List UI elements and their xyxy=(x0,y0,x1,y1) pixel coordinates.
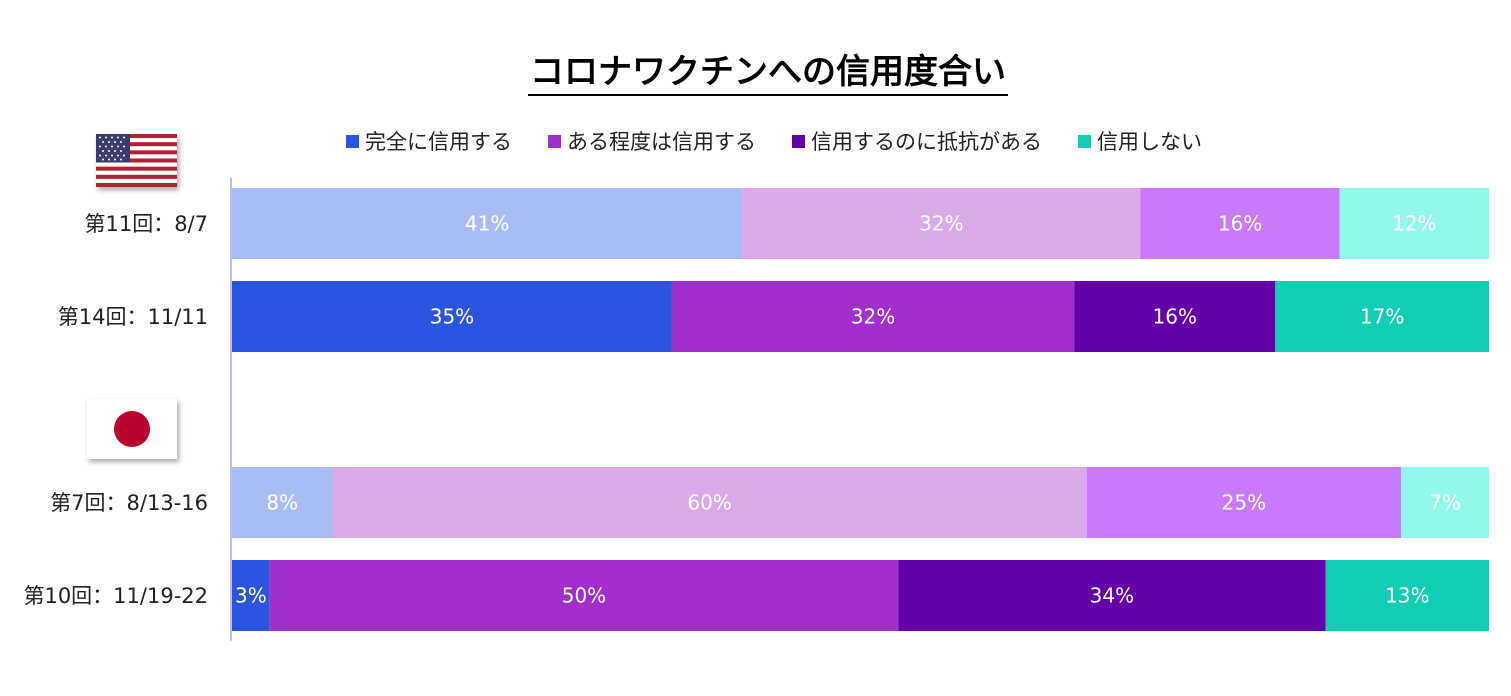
us-flag-icon xyxy=(96,134,177,187)
data-label: 32% xyxy=(851,305,895,329)
data-label: 3% xyxy=(235,584,267,608)
bar-segment xyxy=(1401,467,1489,538)
data-label: 8% xyxy=(266,491,298,515)
legend-swatch xyxy=(792,134,805,148)
data-label: 7% xyxy=(1429,491,1461,515)
legend-item-some-trust: ある程度は信用する xyxy=(548,126,756,156)
bar-segment xyxy=(1140,188,1340,259)
legend-label: 完全に信用する xyxy=(365,130,512,154)
data-label: 60% xyxy=(687,491,731,515)
data-label: 13% xyxy=(1385,584,1429,608)
data-label: 16% xyxy=(1218,212,1262,236)
bar-segment xyxy=(671,281,1075,352)
legend-label: 信用しない xyxy=(1097,130,1202,154)
row-label: 第11回：8/7 xyxy=(84,212,208,236)
bar-segment xyxy=(269,560,899,631)
bar-segment xyxy=(742,188,1141,259)
data-label: 41% xyxy=(465,212,509,236)
data-label: 35% xyxy=(430,305,474,329)
bar-segment xyxy=(232,281,672,352)
legend-swatch xyxy=(346,134,359,148)
bar-segment xyxy=(1325,560,1489,631)
data-label: 12% xyxy=(1392,212,1436,236)
bar-segment xyxy=(332,467,1087,538)
data-label: 34% xyxy=(1090,584,1134,608)
legend-label: 信用するのに抵抗がある xyxy=(811,130,1042,154)
legend-label: ある程度は信用する xyxy=(567,130,756,154)
jp-flag-icon xyxy=(87,399,177,459)
legend-swatch xyxy=(548,134,561,148)
row-label: 第14回：11/11 xyxy=(57,305,208,329)
data-label: 32% xyxy=(919,212,963,236)
legend-item-full-trust: 完全に信用する xyxy=(346,126,512,156)
row-label: 第10回：11/19-22 xyxy=(23,584,208,608)
data-label: 25% xyxy=(1222,491,1266,515)
legend: 完全に信用する ある程度は信用する 信用するのに抵抗がある 信用しない xyxy=(346,126,1238,156)
bar-segment xyxy=(1275,281,1489,352)
bar-segment xyxy=(1074,281,1276,352)
bar-segment xyxy=(898,560,1326,631)
chart-title: コロナワクチンへの信用度合い xyxy=(0,44,1511,96)
bar-segment xyxy=(1086,467,1402,538)
data-label: 16% xyxy=(1153,305,1197,329)
legend-item-no-trust: 信用しない xyxy=(1078,126,1202,156)
bar-segment xyxy=(232,188,743,259)
bar-segment xyxy=(232,560,270,631)
row-label: 第7回：8/13-16 xyxy=(50,491,208,515)
legend-item-reluctant: 信用するのに抵抗がある xyxy=(792,126,1042,156)
legend-swatch xyxy=(1078,134,1091,148)
category-axis xyxy=(230,178,232,641)
data-label: 50% xyxy=(562,584,606,608)
data-label: 17% xyxy=(1360,305,1404,329)
bar-segment xyxy=(232,467,333,538)
bar-segment xyxy=(1339,188,1489,259)
